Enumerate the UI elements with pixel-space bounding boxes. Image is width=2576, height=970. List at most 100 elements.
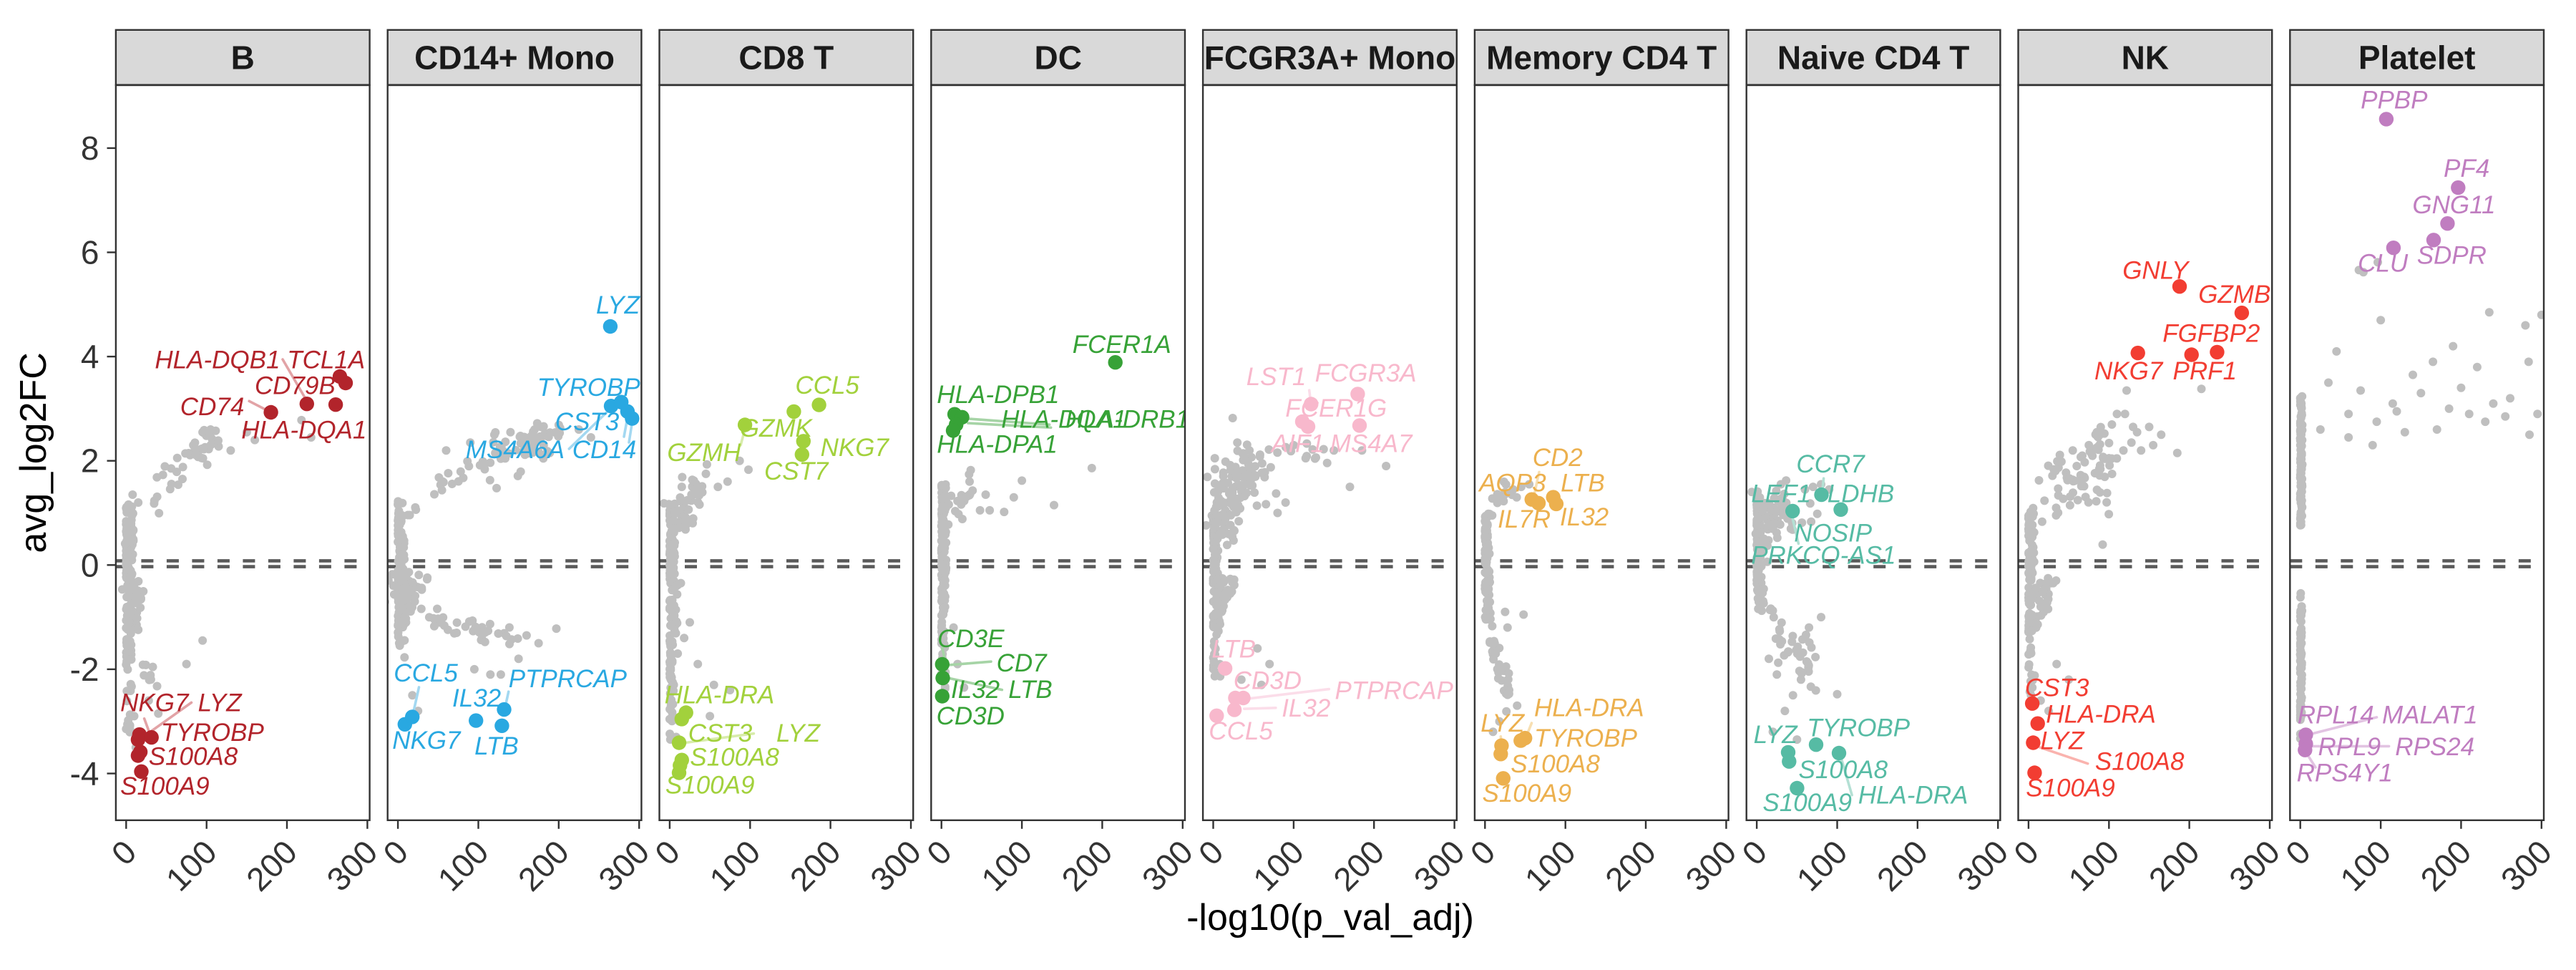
svg-text:CST3: CST3: [688, 719, 753, 747]
svg-text:S100A9: S100A9: [665, 772, 755, 800]
svg-text:HLA-DRA: HLA-DRA: [665, 682, 775, 709]
svg-text:TYROBP: TYROBP: [1534, 724, 1638, 752]
svg-text:-log10(p_val_adj): -log10(p_val_adj): [1186, 897, 1474, 939]
svg-text:RPL9: RPL9: [2318, 733, 2381, 761]
svg-text:GZMK: GZMK: [740, 414, 814, 442]
svg-text:MALAT1: MALAT1: [2382, 701, 2478, 729]
svg-text:CD3E: CD3E: [937, 625, 1005, 653]
svg-text:4: 4: [81, 338, 99, 375]
svg-text:RPS4Y1: RPS4Y1: [2297, 759, 2393, 787]
svg-text:FCER1G: FCER1G: [1285, 394, 1387, 422]
svg-text:CD3D: CD3D: [1234, 667, 1302, 695]
svg-text:2: 2: [81, 442, 99, 480]
svg-text:TYROBP: TYROBP: [537, 374, 641, 402]
svg-text:PTPRCAP: PTPRCAP: [1335, 676, 1454, 704]
svg-text:HLA-DRA: HLA-DRA: [1534, 694, 1644, 722]
svg-text:FCGR3A: FCGR3A: [1315, 359, 1417, 387]
svg-text:avg_log2FC: avg_log2FC: [13, 352, 54, 553]
svg-text:IL32: IL32: [1560, 503, 1609, 531]
svg-text:CST3: CST3: [555, 408, 620, 436]
svg-text:CD14: CD14: [572, 436, 636, 464]
svg-text:CST7: CST7: [764, 457, 829, 485]
svg-text:PTPRCAP: PTPRCAP: [509, 665, 628, 693]
svg-text:NKG7: NKG7: [2094, 357, 2164, 385]
svg-text:CLU: CLU: [2358, 249, 2409, 277]
svg-text:IL32: IL32: [1282, 694, 1330, 722]
svg-text:IL32: IL32: [951, 676, 1000, 704]
svg-text:HLA-DQB1: HLA-DQB1: [155, 346, 280, 374]
svg-text:CD74: CD74: [180, 393, 244, 421]
svg-text:CCL5: CCL5: [394, 659, 458, 687]
svg-text:LYZ: LYZ: [1480, 709, 1526, 737]
svg-text:HLA-DQA1: HLA-DQA1: [241, 416, 366, 444]
svg-text:MS4A7: MS4A7: [1330, 430, 1413, 457]
svg-text:TCL1A: TCL1A: [287, 346, 365, 374]
svg-text:HLA-DPA1: HLA-DPA1: [937, 431, 1058, 459]
svg-text:S100A8: S100A8: [1799, 756, 1888, 784]
svg-text:LYZ: LYZ: [776, 719, 821, 747]
svg-text:LTB: LTB: [1211, 636, 1256, 664]
svg-text:S100A9: S100A9: [120, 772, 210, 800]
svg-text:NKG7: NKG7: [392, 727, 462, 755]
svg-text:-2: -2: [70, 651, 99, 688]
svg-text:S100A8: S100A8: [1511, 750, 1600, 778]
svg-text:RPL14: RPL14: [2298, 701, 2374, 729]
svg-text:LTB: LTB: [1561, 469, 1605, 497]
svg-text:MS4A6A: MS4A6A: [466, 436, 565, 464]
svg-text:LYZ: LYZ: [198, 689, 243, 717]
svg-text:CST3: CST3: [2025, 674, 2089, 702]
svg-text:FCGR3A+ Mono: FCGR3A+ Mono: [1204, 39, 1455, 77]
svg-text:HLA-DRB1: HLA-DRB1: [1065, 405, 1189, 433]
svg-text:Naive CD4 T: Naive CD4 T: [1777, 39, 1969, 77]
svg-text:CD3D: CD3D: [937, 702, 1005, 730]
svg-text:8: 8: [81, 130, 99, 167]
svg-text:HLA-DRA: HLA-DRA: [1858, 781, 1968, 809]
svg-text:LTB: LTB: [1008, 676, 1053, 704]
svg-text:CD79B: CD79B: [255, 372, 336, 400]
svg-text:S100A9: S100A9: [1762, 789, 1852, 817]
svg-text:LST1: LST1: [1246, 363, 1307, 391]
svg-text:TYROBP: TYROBP: [161, 719, 265, 747]
svg-text:IL7R: IL7R: [1498, 505, 1551, 533]
svg-text:TYROBP: TYROBP: [1807, 714, 1911, 742]
svg-text:S100A8: S100A8: [149, 743, 238, 771]
svg-text:S100A8: S100A8: [690, 743, 779, 771]
svg-text:CD7: CD7: [997, 649, 1048, 677]
svg-text:FCER1A: FCER1A: [1073, 331, 1171, 359]
svg-text:IL32: IL32: [452, 684, 501, 712]
svg-text:PF4: PF4: [2444, 155, 2489, 183]
svg-text:CD8 T: CD8 T: [738, 39, 834, 77]
svg-text:AIF1: AIF1: [1270, 430, 1324, 457]
svg-text:LEF1: LEF1: [1751, 480, 1811, 508]
svg-text:GNLY: GNLY: [2122, 257, 2190, 285]
svg-text:GZMB: GZMB: [2198, 281, 2270, 309]
svg-text:LYZ: LYZ: [1754, 721, 1799, 749]
svg-text:NK: NK: [2122, 39, 2169, 77]
svg-text:CCL5: CCL5: [795, 372, 859, 399]
svg-text:PRKCQ-AS1: PRKCQ-AS1: [1751, 541, 1896, 569]
svg-text:CD14+ Mono: CD14+ Mono: [414, 39, 615, 77]
svg-text:SDPR: SDPR: [2417, 241, 2487, 269]
svg-text:LYZ: LYZ: [596, 291, 641, 319]
svg-text:LYZ: LYZ: [2041, 727, 2086, 755]
svg-text:NKG7: NKG7: [821, 434, 890, 462]
svg-text:FGFBP2: FGFBP2: [2162, 320, 2260, 348]
svg-text:NKG7: NKG7: [120, 689, 190, 717]
svg-text:LDHB: LDHB: [1828, 480, 1894, 508]
svg-text:CD2: CD2: [1533, 444, 1583, 472]
svg-text:RPS24: RPS24: [2395, 733, 2474, 761]
svg-text:GZMH: GZMH: [667, 439, 741, 467]
svg-text:CCL5: CCL5: [1209, 717, 1273, 745]
svg-text:NOSIP: NOSIP: [1794, 519, 1873, 547]
svg-text:PPBP: PPBP: [2361, 87, 2428, 115]
svg-text:DC: DC: [1034, 39, 1081, 77]
svg-text:PRF1: PRF1: [2173, 357, 2237, 385]
svg-text:S100A8: S100A8: [2095, 748, 2185, 776]
svg-text:HLA-DQA1: HLA-DQA1: [1001, 405, 1126, 433]
svg-text:S100A9: S100A9: [2026, 775, 2115, 802]
svg-text:S100A9: S100A9: [1483, 780, 1572, 807]
svg-text:Platelet: Platelet: [2358, 39, 2476, 77]
svg-text:GNG11: GNG11: [2412, 191, 2495, 219]
svg-text:LTB: LTB: [474, 732, 519, 760]
svg-text:HLA-DRA: HLA-DRA: [2046, 701, 2156, 729]
